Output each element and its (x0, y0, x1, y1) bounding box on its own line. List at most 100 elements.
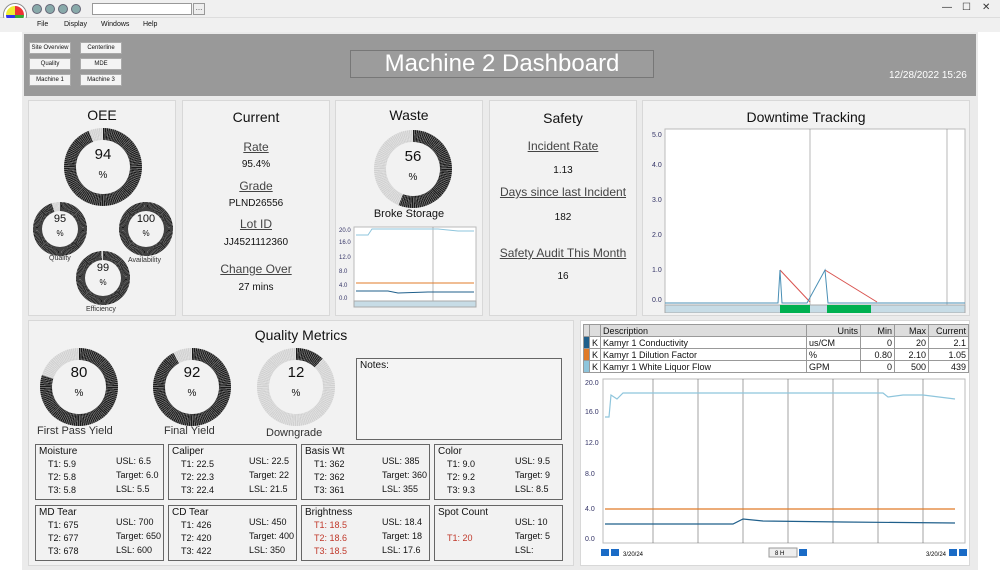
current-title: Current (232, 109, 280, 125)
trend-header-max: Max (894, 324, 929, 337)
availability-gauge: 100 % (119, 202, 173, 256)
trend-row[interactable]: K Kamyr 1 Dilution Factor% 0.80 2.10 1.05 (583, 348, 969, 361)
spec-tval: T2: 18.6 (314, 533, 348, 543)
spec-limit: Target: 400 (249, 531, 295, 541)
nav-centerline-button[interactable]: Centerline (80, 42, 122, 54)
trend-panel: Description Units Min Max Current K Kamyr… (580, 320, 970, 566)
trend-header-units: Units (806, 324, 861, 337)
trend-range-dropdown[interactable] (799, 549, 807, 556)
trend-prev-button[interactable] (601, 549, 609, 556)
downtime-ytick: 4.0 (652, 162, 662, 169)
spec-box-spot-count: Spot Count USL: 10 T1: 20 Target: 5 LSL: (434, 505, 563, 561)
forward-icon[interactable] (45, 4, 55, 14)
quality-unit: % (56, 229, 64, 238)
spec-box-title: CD Tear (172, 507, 209, 518)
nav-machine-1-button[interactable]: Machine 1 (29, 74, 71, 86)
downgrade-gauge: 12 % (257, 348, 335, 426)
trend-next-button[interactable] (959, 549, 967, 556)
spec-box-md-tear: MD Tear T1: 675 USL: 700 T2: 677 Target: 650… (35, 505, 164, 561)
trend-row[interactable]: K Kamyr 1 Conductivity us/CM 0 20 2.1 (583, 336, 969, 349)
print-icon[interactable] (71, 4, 81, 14)
broke-storage-chart: 20.0 16.0 12.0 8.0 4.0 0.0 (339, 226, 477, 308)
spec-limit: Target: 6.0 (116, 470, 159, 480)
trend-row-max: 20 (894, 336, 929, 349)
trend-header-description: Description (600, 324, 807, 337)
menu-help[interactable]: Help (143, 21, 158, 28)
trend-row-description: Kamyr 1 Conductivity (600, 336, 807, 349)
first-pass-yield-unit: % (74, 388, 84, 399)
spec-tval: T1: 5.9 (48, 459, 77, 469)
days-since-incident-link[interactable]: Days since last Incident (499, 185, 627, 199)
address-input[interactable] (92, 3, 192, 15)
menu-windows[interactable]: Windows (101, 21, 130, 28)
spec-tval: T1: 22.5 (181, 459, 215, 469)
waste-value: 56 (404, 148, 422, 165)
minimize-icon[interactable]: — (942, 2, 952, 13)
efficiency-unit: % (99, 278, 107, 287)
nav-site-overview-button[interactable]: Site Overview (29, 42, 71, 54)
waste-unit: % (408, 172, 418, 183)
trend-gridlines (652, 379, 924, 543)
availability-label: Availability (128, 257, 161, 264)
spec-tval: T3: 361 (314, 485, 345, 495)
spec-limit: USL: 450 (249, 517, 287, 527)
spec-tval: T2: 5.8 (48, 472, 77, 482)
trend-ytick: 0.0 (585, 536, 595, 543)
safety-panel: Safety Incident Rate 1.13 Days since las… (489, 100, 637, 316)
rate-link[interactable]: Rate (243, 140, 269, 154)
availability-value: 100 (136, 213, 156, 225)
final-yield-value: 92 (183, 364, 201, 381)
incident-rate-link[interactable]: Incident Rate (527, 139, 599, 153)
change-over-value: 27 mins (238, 282, 274, 293)
oee-title: OEE (87, 107, 117, 123)
quality-value: 95 (53, 213, 67, 225)
spec-limit: LSL: 350 (249, 545, 286, 555)
spec-limit: LSL: 17.6 (382, 545, 421, 555)
trend-row-current: 439 (928, 360, 969, 373)
availability-unit: % (142, 229, 150, 238)
spec-limit: LSL: 5.5 (116, 484, 150, 494)
spec-box-title: MD Tear (39, 507, 77, 518)
trend-header-current: Current (928, 324, 969, 337)
trend-ytick: 4.0 (585, 506, 595, 513)
trend-row-current: 2.1 (928, 336, 969, 349)
menu-display[interactable]: Display (64, 21, 87, 28)
incident-rate-value: 1.13 (553, 165, 573, 176)
downtime-event-bar (827, 305, 871, 313)
downtime-red-line (779, 269, 811, 303)
spec-tval: T3: 422 (181, 546, 212, 556)
trend-forward-button[interactable] (949, 549, 957, 556)
change-over-link[interactable]: Change Over (220, 262, 292, 276)
grade-link[interactable]: Grade (239, 179, 273, 193)
spec-limit: USL: 6.5 (116, 456, 152, 466)
nav-quality-button[interactable]: Quality (29, 58, 71, 70)
trend-back-button[interactable] (611, 549, 619, 556)
back-icon[interactable] (32, 4, 42, 14)
menu-file[interactable]: File (37, 21, 49, 28)
close-icon[interactable]: ✕ (982, 2, 991, 13)
downtime-panel: Downtime Tracking 5.0 4.0 3.0 2.0 1.0 0.… (642, 100, 970, 316)
trend-row-max: 500 (894, 360, 929, 373)
trend-row-units: % (806, 348, 861, 361)
lot-id-link[interactable]: Lot ID (239, 217, 272, 231)
safety-audit-link[interactable]: Safety Audit This Month (499, 246, 627, 260)
nav-machine-3-button[interactable]: Machine 3 (80, 74, 122, 86)
trend-chart: 20.0 16.0 12.0 8.0 4.0 0.0 3/20/24 8 H 3… (585, 378, 967, 558)
spec-limit: USL: 9.5 (515, 456, 551, 466)
notes-textarea[interactable]: Notes: (356, 358, 562, 440)
downtime-ytick: 5.0 (652, 132, 662, 139)
maximize-icon[interactable]: ☐ (962, 2, 971, 13)
trend-range-select[interactable] (768, 547, 798, 558)
spec-tval: T2: 362 (314, 472, 345, 482)
downtime-chart: 5.0 4.0 3.0 2.0 1.0 0.0 (652, 128, 966, 313)
address-dropdown-button[interactable]: … (193, 3, 205, 15)
spec-tval: T1: 426 (181, 520, 212, 530)
first-pass-yield-label: First Pass Yield (37, 425, 113, 437)
oee-unit: % (98, 170, 108, 181)
trend-ytick: 12.0 (585, 440, 599, 447)
trend-row[interactable]: K Kamyr 1 White Liquor Flow GPM 0 500 439 (583, 360, 969, 373)
save-icon[interactable] (58, 4, 68, 14)
spec-tval: T1: 20 (447, 533, 473, 543)
nav-mde-button[interactable]: MDE (80, 58, 122, 70)
waste-ytick: 16.0 (339, 240, 351, 246)
